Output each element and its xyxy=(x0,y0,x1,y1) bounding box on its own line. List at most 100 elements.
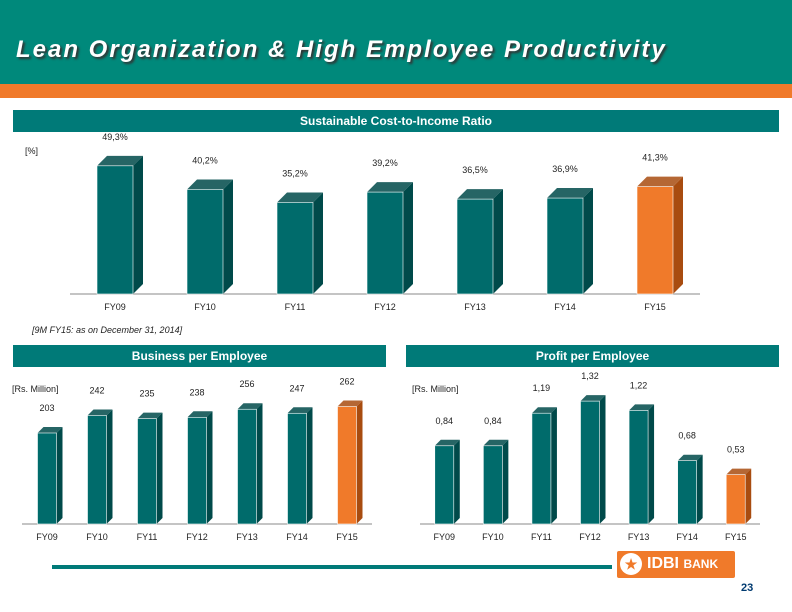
bar xyxy=(456,198,494,295)
business-per-employee-chart: [Rs. Million] 203 FY09 242 FY10 235 FY11 238 FY1… xyxy=(12,377,372,542)
bar-top xyxy=(457,189,503,200)
category-label: FY09 xyxy=(104,302,126,312)
data-label: 49,3% xyxy=(102,132,128,142)
bar xyxy=(87,415,107,525)
bar xyxy=(725,474,746,525)
category-label: FY09 xyxy=(434,532,456,542)
logo-brand: IDBI xyxy=(647,555,679,572)
bar-top xyxy=(337,400,363,407)
bar-top xyxy=(434,439,460,446)
data-label: 39,2% xyxy=(372,158,398,168)
bar-side xyxy=(453,439,460,524)
logo-suffix: BANK xyxy=(683,557,719,571)
bar-side xyxy=(493,189,503,294)
bar-top xyxy=(629,404,655,411)
bar xyxy=(187,417,207,525)
bar xyxy=(483,445,503,525)
data-label: 35,2% xyxy=(282,168,308,178)
category-label: FY10 xyxy=(482,532,504,542)
bar xyxy=(37,432,57,525)
data-label: 0,84 xyxy=(484,416,502,426)
category-label: FY12 xyxy=(579,532,601,542)
bar-side xyxy=(223,179,233,294)
data-label: 0,68 xyxy=(678,431,696,441)
data-label: 235 xyxy=(139,389,154,399)
category-label: FY10 xyxy=(86,532,108,542)
profit-per-employee-title: Profit per Employee xyxy=(406,345,779,367)
category-label: FY15 xyxy=(725,532,747,542)
bar xyxy=(287,412,307,525)
bar-side xyxy=(306,407,313,524)
category-label: FY13 xyxy=(464,302,486,312)
category-label: FY11 xyxy=(531,532,552,542)
data-label: 1,19 xyxy=(533,383,551,393)
bar-top xyxy=(187,179,233,190)
bar-top xyxy=(97,155,143,166)
bar-top xyxy=(726,468,752,475)
bar-side xyxy=(156,412,163,524)
footnote: [9M FY15: as on December 31, 2014] xyxy=(32,325,183,335)
bar xyxy=(580,400,600,525)
bar-side xyxy=(673,176,683,294)
bar-top xyxy=(637,176,683,187)
bar-side xyxy=(745,468,752,524)
idbi-bank-logo: ★ IDBI BANK xyxy=(617,551,735,578)
data-label: 1,22 xyxy=(630,380,648,390)
bar xyxy=(546,197,584,295)
bar-side xyxy=(583,188,593,294)
category-label: FY15 xyxy=(644,302,666,312)
business-per-employee-title: Business per Employee xyxy=(13,345,386,367)
bar-side xyxy=(696,454,703,524)
accent-bar xyxy=(0,84,792,98)
data-label: 238 xyxy=(189,387,204,397)
bar xyxy=(96,165,134,295)
bar xyxy=(434,445,455,525)
bar-side xyxy=(56,427,63,524)
data-label: 203 xyxy=(39,403,54,413)
category-label: FY14 xyxy=(286,532,308,542)
bar-top xyxy=(547,188,593,199)
bar-side xyxy=(106,409,113,524)
bar xyxy=(237,408,257,525)
bar-top xyxy=(677,454,703,461)
bar xyxy=(137,418,157,525)
page-number: 23 xyxy=(741,582,754,594)
bar-side xyxy=(403,182,413,294)
unit-label: [Rs. Million] xyxy=(412,384,459,394)
bar xyxy=(276,202,314,295)
data-label: 247 xyxy=(289,383,304,393)
category-label: FY13 xyxy=(236,532,258,542)
bar xyxy=(531,412,552,525)
data-label: 256 xyxy=(239,379,254,389)
category-label: FY09 xyxy=(36,532,58,542)
bar-top xyxy=(287,407,313,414)
bar-top xyxy=(87,409,113,416)
bar-top xyxy=(137,412,163,419)
bar-top xyxy=(580,395,606,402)
category-label: FY14 xyxy=(676,532,698,542)
bar-side xyxy=(599,395,606,524)
bar-top xyxy=(531,407,557,414)
cost-income-chart: [%] 49,3% FY09 40,2% FY10 35,2% FY11 39,2% FY12 3… xyxy=(25,132,700,312)
bar-top xyxy=(367,182,413,193)
bar xyxy=(337,406,357,525)
header-banner: Lean Organization & High Employee Produc… xyxy=(0,0,792,84)
category-label: FY15 xyxy=(336,532,358,542)
category-label: FY12 xyxy=(374,302,396,312)
bar-top xyxy=(483,439,509,446)
cost-income-title: Sustainable Cost-to-Income Ratio xyxy=(13,110,779,132)
bar xyxy=(636,186,674,295)
data-label: 36,5% xyxy=(462,165,488,175)
data-label: 0,84 xyxy=(436,416,454,426)
logo-text: IDBI BANK xyxy=(647,555,718,573)
category-label: FY14 xyxy=(554,302,576,312)
bar-top xyxy=(237,403,263,410)
profit-per-employee-chart: [Rs. Million] 0,84 FY09 0,84 FY10 1,19 FY11 1,3… xyxy=(412,371,760,542)
bar-side xyxy=(648,404,655,524)
unit-label: [Rs. Million] xyxy=(12,384,59,394)
category-label: FY11 xyxy=(285,302,306,312)
bar-top xyxy=(37,427,63,433)
bar-top xyxy=(277,192,323,203)
bar-side xyxy=(133,155,143,294)
data-label: 1,32 xyxy=(581,371,599,381)
